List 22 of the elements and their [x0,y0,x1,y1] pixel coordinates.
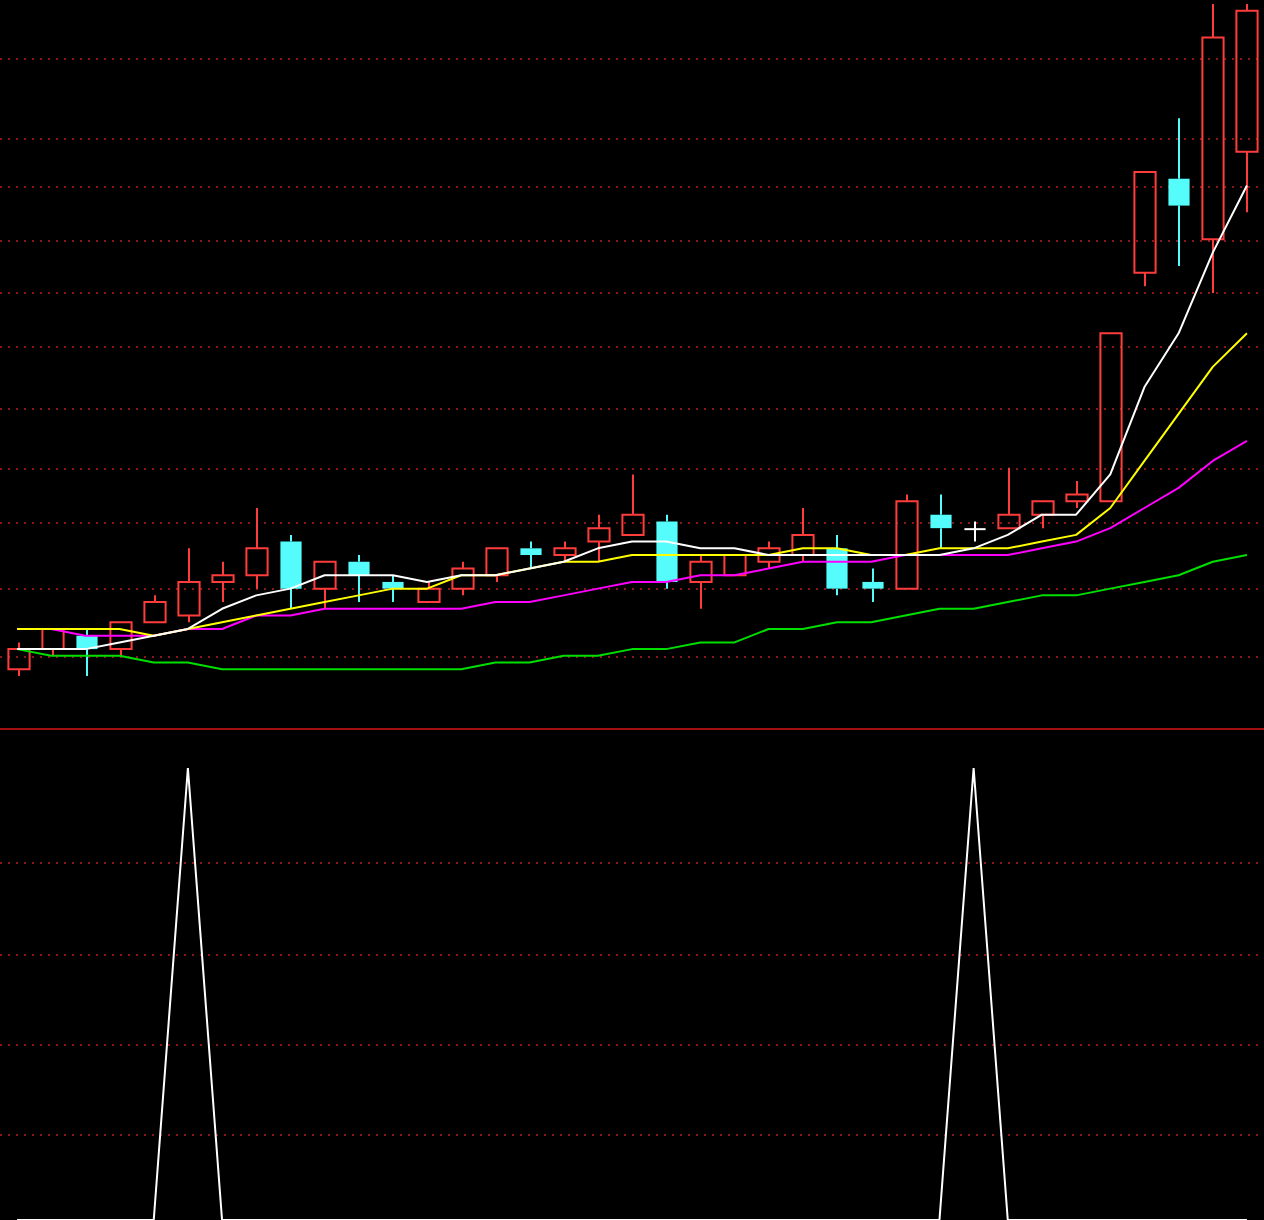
candlestick [1168,117,1190,268]
candlestick [621,473,645,536]
candlestick [1201,3,1225,294]
candlestick [143,594,167,624]
candlestick [997,466,1021,530]
candlestick [791,507,815,563]
candlestick [382,574,404,604]
candlestick [280,533,302,610]
candlestick [689,554,713,610]
candlestick [177,547,201,624]
candlestick [485,547,509,583]
candlestick [862,567,884,604]
candlestick [348,554,370,604]
candlestick [930,493,952,550]
candlestick [964,520,986,543]
candlestick [313,560,337,610]
candlestick [211,560,235,604]
candlestick [587,513,611,563]
candlestick [1235,3,1259,214]
candlestick [245,507,269,590]
candlestick [520,540,542,570]
candlestick [1065,480,1089,509]
